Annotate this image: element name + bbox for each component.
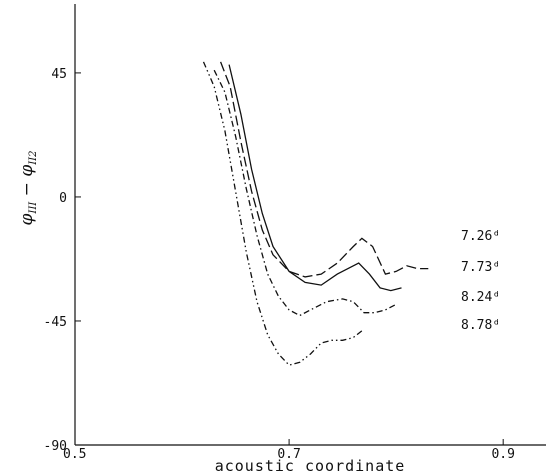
x-tick-label: 0.5	[63, 447, 86, 462]
y-axis-label: φIII − φII2	[17, 151, 39, 226]
legend-label-2: 7.73ᵈ	[461, 260, 500, 275]
plot-frame	[74, 4, 546, 446]
series-line-4	[202, 61, 365, 366]
y-tick-label: -90	[44, 439, 67, 454]
y-axis-label-sub2: II2	[28, 151, 39, 166]
y-tick-label: -45	[44, 315, 67, 330]
y-axis-label-main: φ	[17, 214, 37, 226]
series-line-1	[219, 61, 429, 278]
y-axis-label-minus: −	[17, 177, 37, 202]
legend: 7.26ᵈ 7.73ᵈ 8.24ᵈ 8.78ᵈ	[461, 229, 500, 333]
x-axis-label: acoustic coordinate	[215, 457, 406, 475]
series-layer	[202, 61, 429, 366]
y-tick-label: 45	[51, 67, 67, 82]
y-axis-label-sub1: III	[28, 201, 39, 215]
x-tick-label: 0.9	[491, 447, 514, 462]
legend-label-3: 8.24ᵈ	[461, 290, 500, 305]
y-tick-label: 0	[59, 191, 67, 206]
series-line-2	[228, 64, 402, 292]
legend-label-4: 8.78ᵈ	[461, 318, 500, 333]
y-axis-label-main2: φ	[17, 165, 37, 177]
series-line-3	[213, 69, 397, 317]
x-axis: 0.5 0.7 0.9	[63, 439, 515, 462]
y-axis: -90 -45 0 45	[44, 67, 81, 454]
legend-label-1: 7.26ᵈ	[461, 229, 500, 244]
x-tick-label: 0.7	[277, 447, 300, 462]
